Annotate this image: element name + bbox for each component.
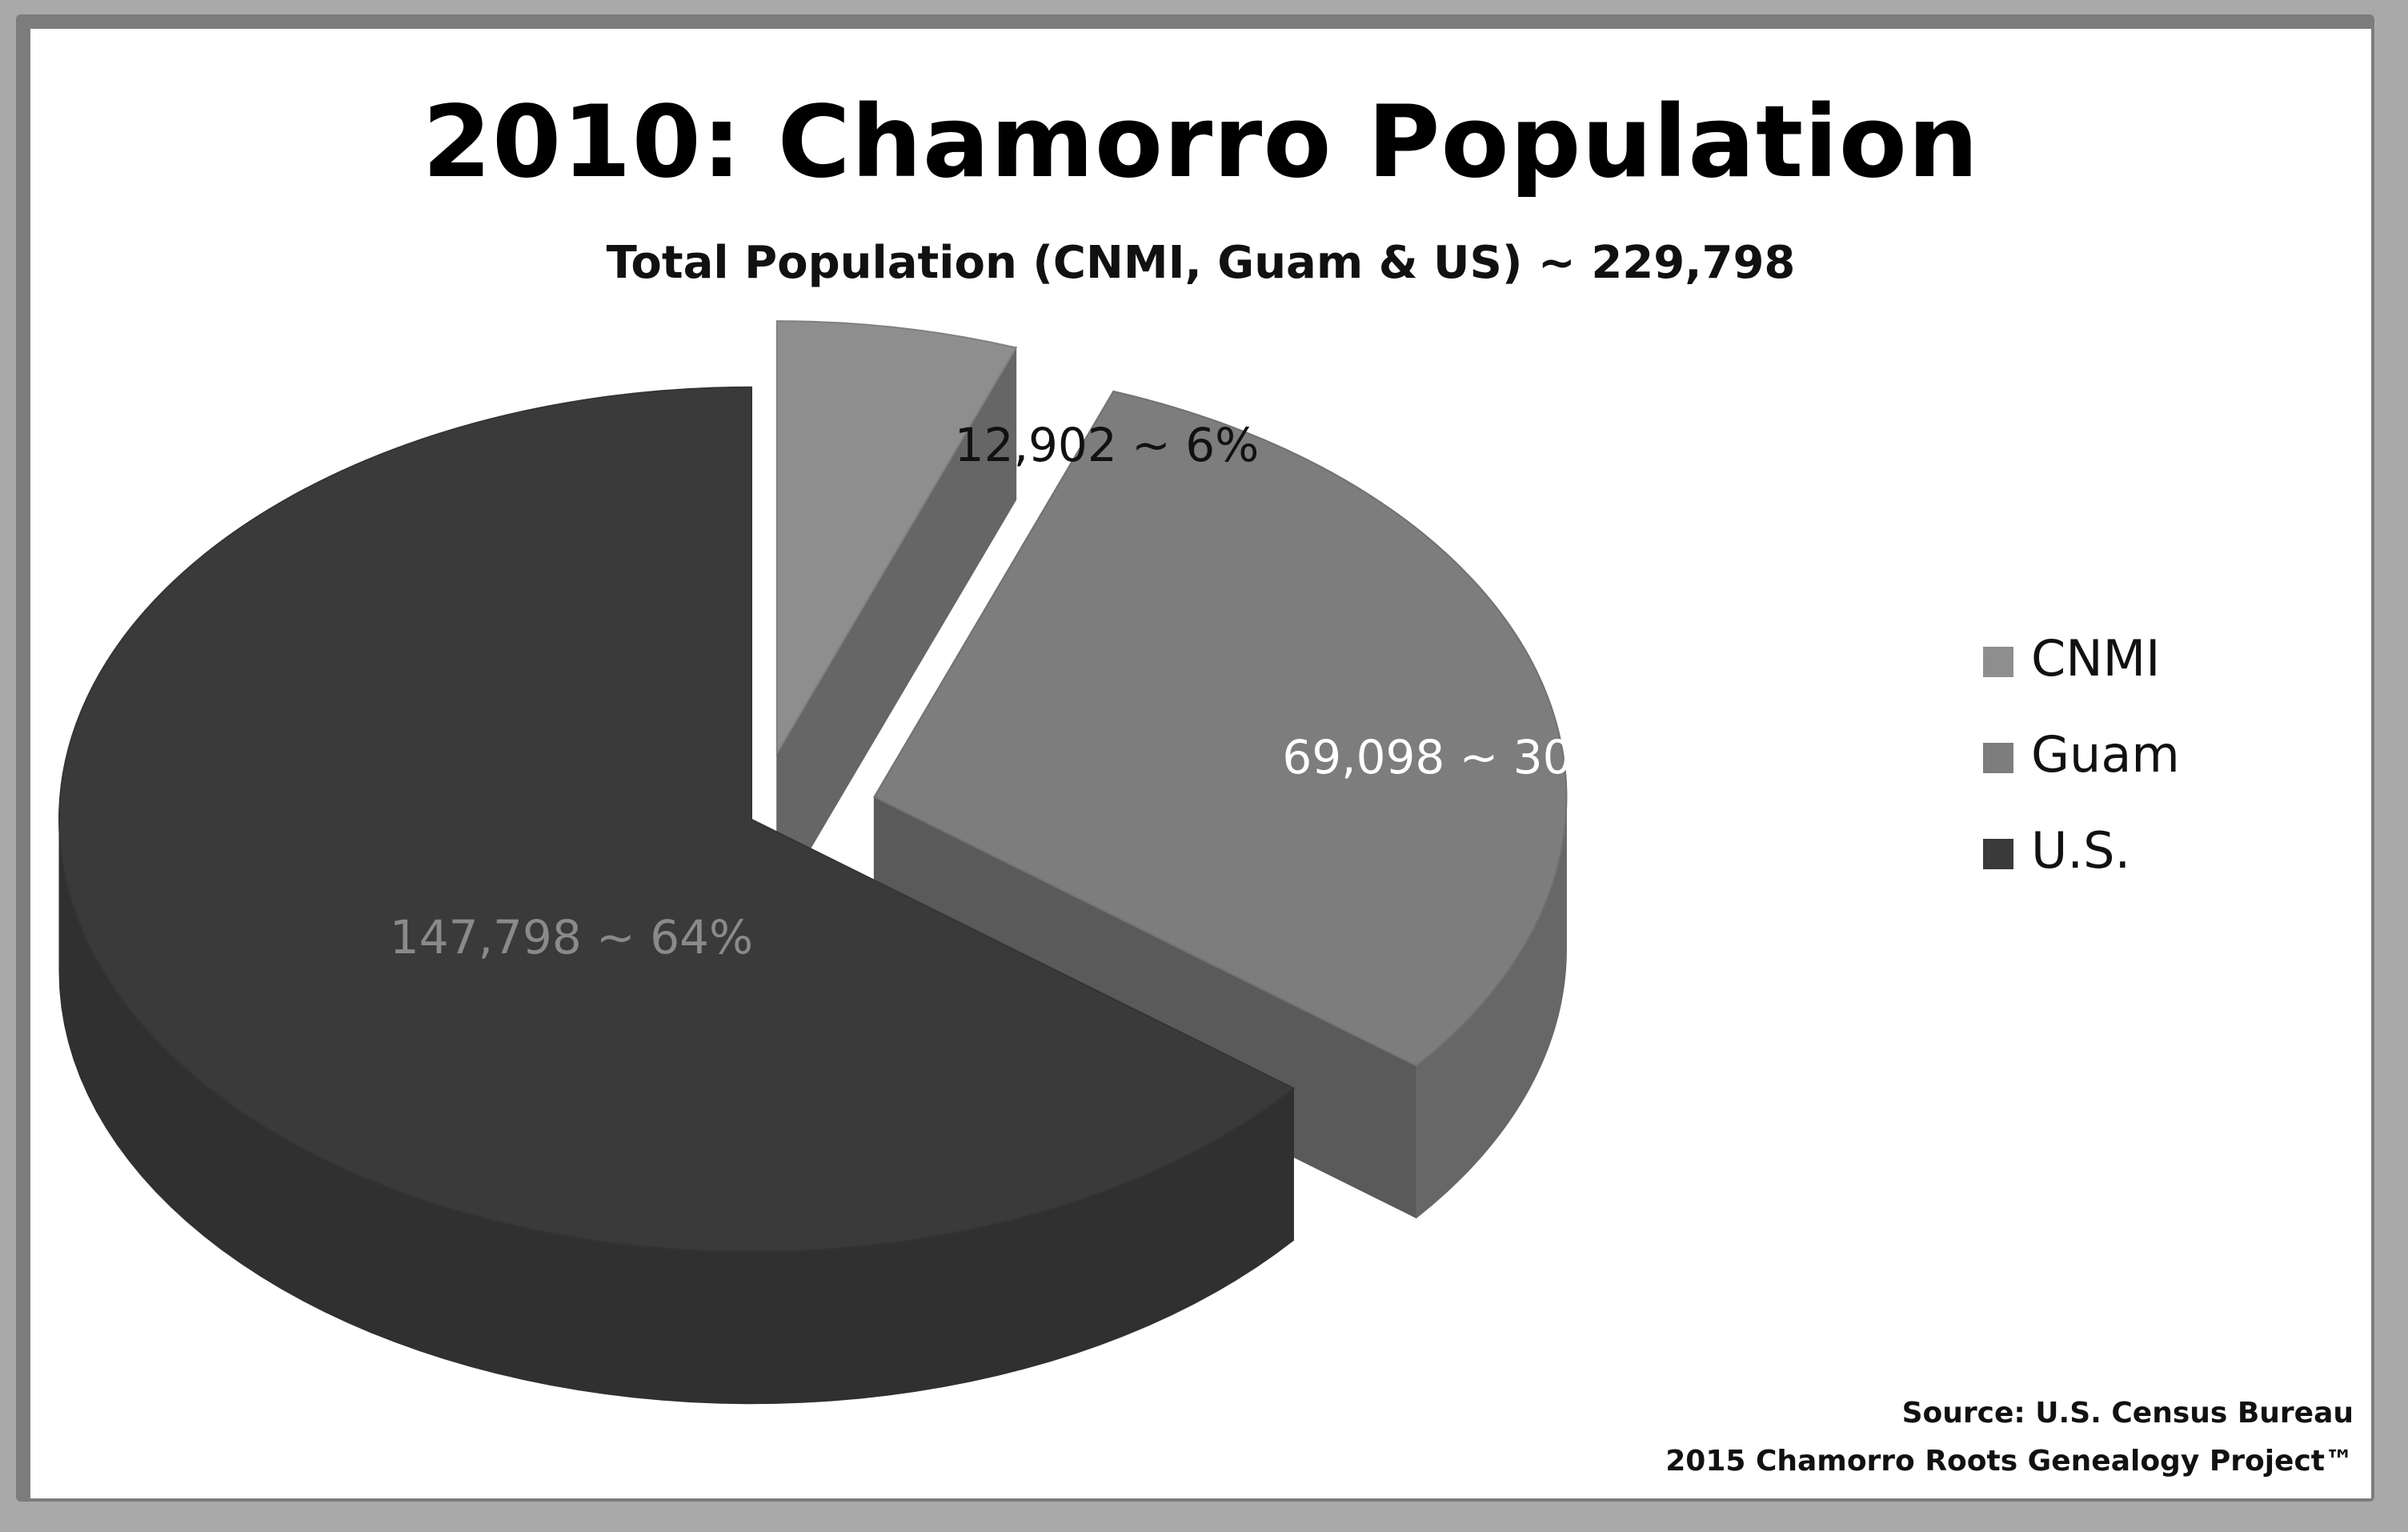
data-label-us: 147,798 ~ 64% bbox=[390, 910, 753, 965]
chart-title: 2010: Chamorro Population bbox=[422, 85, 1980, 200]
legend-swatch-cnmi bbox=[1983, 647, 2013, 677]
legend-label-cnmi: CNMI bbox=[2031, 629, 2160, 688]
source-credit: Source: U.S. Census Bureau 2015 Chamorro… bbox=[1665, 1390, 2354, 1486]
chart-subtitle: Total Population (CNMI, Guam & US) ~ 229… bbox=[606, 237, 1796, 289]
legend-swatch-us bbox=[1983, 839, 2013, 869]
pie-tops bbox=[58, 320, 1568, 1253]
pie-chart: 12,902 ~ 6% 69,098 ~ 30% 147,798 ~ 64% CNMI… bbox=[58, 320, 2180, 1405]
legend-swatch-guam bbox=[1983, 743, 2013, 773]
pie-slice-us bbox=[58, 386, 1296, 1253]
pie-slice-guam bbox=[873, 390, 1568, 1067]
legend-label-us: U.S. bbox=[2031, 821, 2130, 880]
pie-slice-cnmi bbox=[775, 320, 1018, 756]
project-credit-line: 2015 Chamorro Roots Genealogy Project™ bbox=[1665, 1445, 2354, 1478]
data-label-cnmi: 12,902 ~ 6% bbox=[955, 418, 1259, 472]
pie-labels: 12,902 ~ 6% 69,098 ~ 30% 147,798 ~ 64% bbox=[390, 418, 1617, 965]
legend-label-guam: Guam bbox=[2031, 725, 2180, 784]
chart-panel: 2010: Chamorro Population Total Populati… bbox=[30, 29, 2371, 1498]
legend: CNMI Guam U.S. bbox=[1983, 629, 2180, 880]
data-label-guam: 69,098 ~ 30% bbox=[1282, 730, 1616, 784]
source-line: Source: U.S. Census Bureau bbox=[1901, 1397, 2354, 1430]
